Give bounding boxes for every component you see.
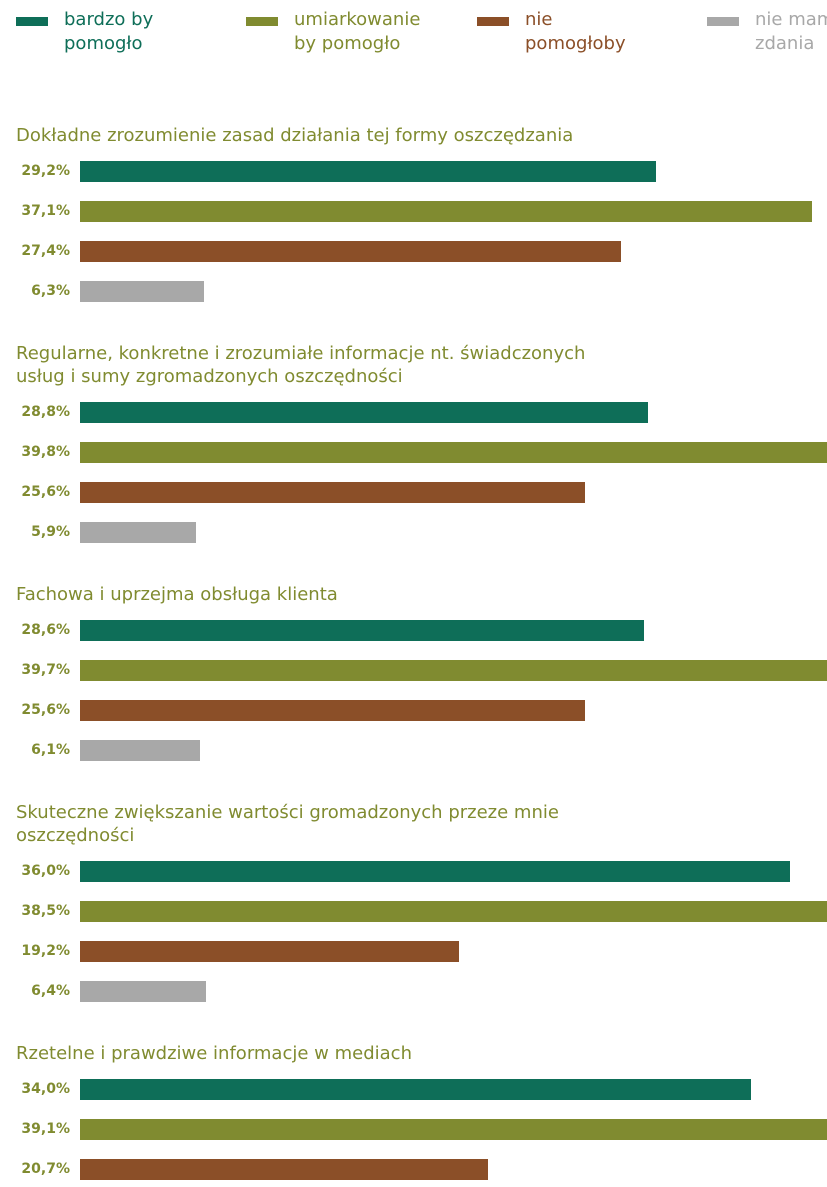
legend-swatch: [707, 17, 739, 26]
legend-swatch: [16, 17, 48, 26]
bar-row: 29,2%: [0, 151, 827, 191]
data-label: 39,1%: [21, 1121, 70, 1137]
bar: [80, 1119, 827, 1140]
data-label: 6,4%: [31, 983, 70, 999]
bar-row: 36,0%: [0, 851, 827, 891]
data-label: 28,8%: [21, 404, 70, 420]
bar-row: 37,1%: [0, 191, 827, 231]
data-label: 19,2%: [21, 943, 70, 959]
data-label: 20,7%: [21, 1161, 70, 1177]
group-title: Fachowa i uprzejma obsługa klienta: [16, 584, 338, 605]
data-label: 36,0%: [21, 863, 70, 879]
legend-label: umiarkowanie by pomogło: [294, 9, 421, 54]
legend-label: bardzo by pomogło: [64, 9, 154, 54]
data-label: 6,1%: [31, 742, 70, 758]
bar: [80, 660, 827, 681]
bar: [80, 700, 586, 721]
group-title: Skuteczne zwiększanie wartości gromadzon…: [16, 802, 559, 846]
bar: [80, 442, 827, 463]
data-label: 29,2%: [21, 163, 70, 179]
bar-group: Regularne, konkretne i zrozumiałe inform…: [0, 342, 827, 552]
data-label: 38,5%: [21, 903, 70, 919]
data-label: 39,7%: [21, 662, 70, 678]
bar: [80, 861, 791, 882]
bar-row: 20,7%: [0, 1149, 827, 1187]
data-label: 6,3%: [31, 283, 70, 299]
data-label: 34,0%: [21, 1081, 70, 1097]
bar-row: 19,2%: [0, 931, 827, 971]
bar-group: Fachowa i uprzejma obsługa klienta 28,6% 3…: [0, 583, 827, 770]
bar: [80, 1159, 489, 1180]
legend-item: nie pomogłoby: [477, 8, 645, 56]
bar-row: 38,5%: [0, 891, 827, 931]
bar: [80, 161, 657, 182]
legend-swatch: [477, 17, 509, 26]
bar-row: 6,3%: [0, 271, 827, 311]
group-title: Rzetelne i prawdziwe informacje w mediac…: [16, 1043, 412, 1064]
bar: [80, 901, 827, 922]
legend-item: nie mam zdania: [707, 8, 827, 56]
bar: [80, 740, 201, 761]
bar-row: 34,0%: [0, 1069, 827, 1109]
bar-group: Rzetelne i prawdziwe informacje w mediac…: [0, 1042, 827, 1187]
bar-row: 39,1%: [0, 1109, 827, 1149]
legend-swatch: [246, 17, 278, 26]
bar-row: 39,7%: [0, 650, 827, 690]
bar: [80, 241, 621, 262]
data-label: 37,1%: [21, 203, 70, 219]
bar: [80, 201, 812, 222]
bar-row: 25,6%: [0, 690, 827, 730]
data-label: 5,9%: [31, 524, 70, 540]
bar-row: 6,1%: [0, 730, 827, 770]
bar: [80, 981, 207, 1002]
data-label: 39,8%: [21, 444, 70, 460]
legend-label: nie pomogłoby: [525, 9, 626, 54]
bar-row: 28,6%: [0, 610, 827, 650]
legend-item: bardzo by pomogło: [16, 8, 184, 56]
data-label: 28,6%: [21, 622, 70, 638]
data-label: 25,6%: [21, 484, 70, 500]
bar: [80, 482, 586, 503]
bar-row: 5,9%: [0, 512, 827, 552]
bar: [80, 522, 197, 543]
bar-row: 25,6%: [0, 472, 827, 512]
bar-group: Dokładne zrozumienie zasad działania tej…: [0, 124, 827, 311]
bar-row: 27,4%: [0, 231, 827, 271]
group-title: Dokładne zrozumienie zasad działania tej…: [16, 125, 574, 146]
data-label: 27,4%: [21, 243, 70, 259]
bar-row: 28,8%: [0, 392, 827, 432]
bar-row: 6,4%: [0, 971, 827, 1011]
bar: [80, 620, 645, 641]
group-title: Regularne, konkretne i zrozumiałe inform…: [16, 343, 586, 387]
bar: [80, 402, 649, 423]
legend-item: umiarkowanie by pomogło: [246, 8, 421, 56]
bar-group: Skuteczne zwiększanie wartości gromadzon…: [0, 801, 827, 1011]
bar: [80, 941, 459, 962]
data-label: 25,6%: [21, 702, 70, 718]
legend-label: nie mam zdania: [755, 9, 827, 54]
bar-row: 39,8%: [0, 432, 827, 472]
bar: [80, 281, 205, 302]
bar: [80, 1079, 751, 1100]
